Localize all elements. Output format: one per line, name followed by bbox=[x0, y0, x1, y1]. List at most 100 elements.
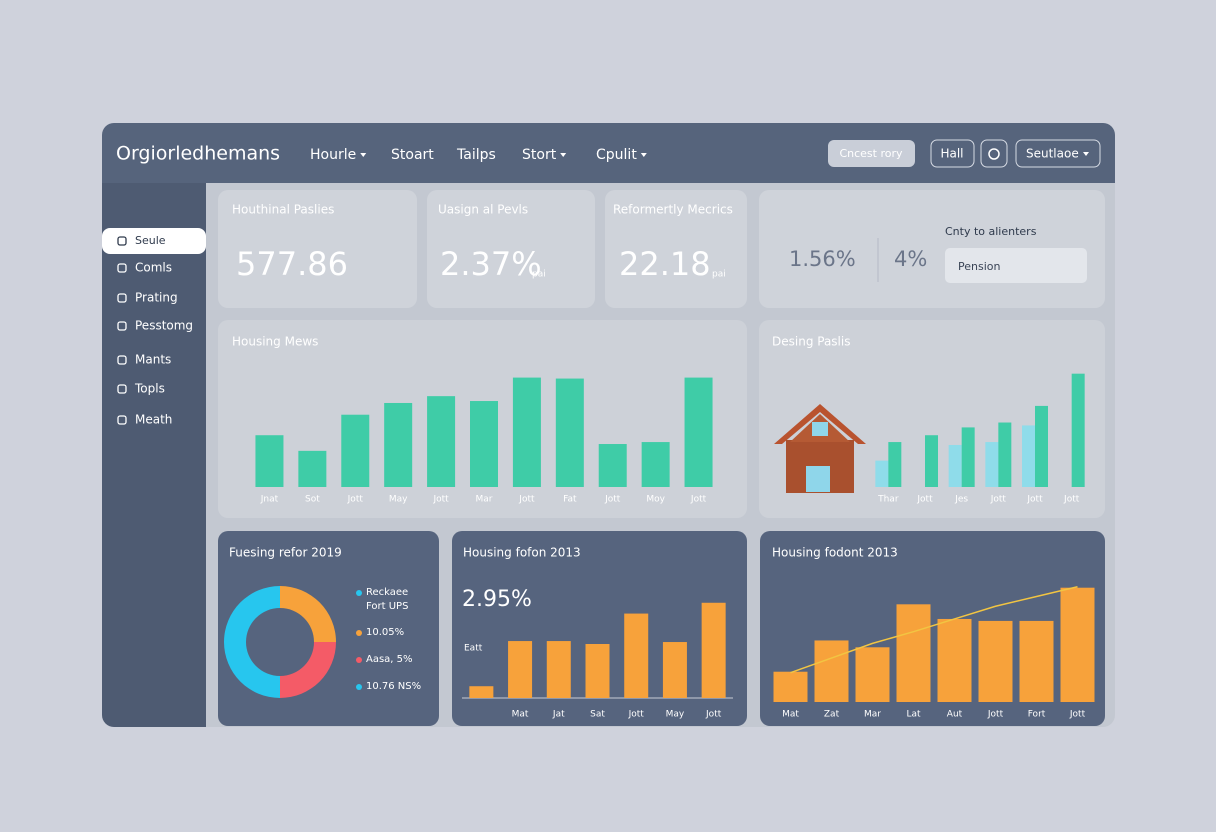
x-tick-label: Sot bbox=[305, 495, 320, 505]
chart-title: Fuesing refor 2019 bbox=[229, 546, 342, 560]
legend-entry: Aasa, 5% bbox=[366, 654, 413, 665]
x-tick-label: Lat bbox=[906, 710, 921, 720]
donut-segment bbox=[280, 642, 336, 698]
legend-swatch bbox=[356, 590, 362, 596]
kpi-title: Reformertly Mecrics bbox=[613, 203, 733, 217]
icon-button[interactable] bbox=[980, 139, 1008, 168]
kpi-value: 577.86 bbox=[236, 245, 348, 283]
kpi-unit: pai bbox=[712, 270, 726, 280]
button-label[interactable]: Hall bbox=[940, 147, 963, 161]
x-tick-label: Fort bbox=[1028, 710, 1046, 720]
legend-entry: 10.05% bbox=[366, 627, 405, 638]
bar bbox=[978, 620, 1013, 702]
summary-value: 1.56% bbox=[789, 247, 856, 271]
brand: Orgiorledhemans bbox=[116, 143, 280, 165]
button[interactable] bbox=[930, 139, 975, 168]
x-tick-label: Jes bbox=[954, 495, 968, 505]
summary-label: Cnty to alienters bbox=[945, 225, 1037, 238]
legend-label: 10.05% bbox=[366, 627, 405, 638]
bar bbox=[512, 377, 541, 487]
dropdown[interactable] bbox=[1015, 139, 1101, 168]
x-tick-label: May bbox=[666, 710, 685, 720]
legend-entry: 10.76 NS% bbox=[366, 681, 421, 692]
bar bbox=[925, 435, 938, 487]
dropdown-caret bbox=[640, 153, 647, 157]
sidebar-item[interactable]: Meath bbox=[135, 413, 172, 427]
bar bbox=[555, 378, 584, 487]
bar bbox=[888, 442, 902, 487]
house-icon bbox=[774, 404, 866, 493]
x-tick-label: Mat bbox=[512, 710, 529, 720]
x-tick-label: Moy bbox=[646, 495, 665, 505]
button[interactable] bbox=[828, 140, 915, 167]
legend-swatch bbox=[356, 684, 362, 690]
sidebar-item[interactable]: Mants bbox=[135, 353, 171, 367]
input-text[interactable]: Pension bbox=[958, 260, 1000, 273]
bar bbox=[948, 444, 962, 487]
donut-segment bbox=[280, 586, 336, 642]
sidebar-icon bbox=[117, 236, 127, 246]
sidebar-active[interactable] bbox=[102, 228, 206, 254]
x-tick-label: Jott bbox=[705, 710, 722, 720]
donut-segment bbox=[224, 642, 280, 698]
legend-label: Reckaee Fort UPS bbox=[366, 587, 409, 612]
x-tick-label: Mar bbox=[864, 710, 881, 720]
trend-line bbox=[790, 585, 1078, 674]
headline: 2.95% bbox=[462, 587, 532, 612]
bar bbox=[641, 442, 670, 487]
legend-label: Aasa, 5% bbox=[366, 654, 413, 665]
bar bbox=[1019, 620, 1054, 702]
x-tick-label: Jott bbox=[518, 495, 535, 505]
sidebar bbox=[102, 183, 206, 727]
nav-item[interactable]: Stoart bbox=[391, 147, 434, 163]
bar bbox=[508, 641, 533, 698]
summary-value: 4% bbox=[894, 247, 927, 271]
kpi-card bbox=[218, 190, 417, 308]
x-tick-label: Jott bbox=[628, 710, 645, 720]
legend-swatch bbox=[356, 657, 362, 663]
chart-title: Housing fofon 2013 bbox=[463, 546, 581, 560]
sidebar-icon bbox=[117, 355, 127, 365]
x-tick-label: Jott bbox=[1069, 710, 1086, 720]
sidebar-item[interactable]: Comls bbox=[135, 261, 172, 275]
sidebar-icon bbox=[117, 384, 127, 394]
bar bbox=[585, 644, 610, 698]
donut-segment bbox=[224, 586, 280, 642]
x-tick-label: Fat bbox=[563, 495, 577, 505]
sidebar-item[interactable]: Seule bbox=[135, 234, 166, 247]
nav-item[interactable]: Tailps bbox=[456, 147, 496, 163]
bar bbox=[341, 414, 370, 487]
bar bbox=[875, 460, 889, 487]
input-field[interactable] bbox=[945, 248, 1087, 283]
dropdown-caret bbox=[360, 153, 367, 157]
legend-swatch bbox=[356, 630, 362, 636]
bar bbox=[662, 642, 687, 698]
sidebar-item[interactable]: Prating bbox=[135, 291, 178, 305]
button-label[interactable]: Cncest rory bbox=[839, 147, 903, 160]
dropdown-caret bbox=[1083, 152, 1089, 156]
x-tick-label: Jott bbox=[990, 495, 1007, 505]
kpi-title: Uasign al Pevls bbox=[438, 203, 528, 217]
sidebar-item[interactable]: Topls bbox=[134, 382, 165, 396]
bar bbox=[961, 427, 975, 487]
sidebar-icon bbox=[117, 415, 127, 425]
sidebar-item[interactable]: Pesstomg bbox=[135, 319, 193, 333]
bar bbox=[937, 618, 972, 702]
legend-entry: Reckaee Fort UPS bbox=[366, 587, 409, 612]
bar bbox=[1060, 587, 1095, 702]
x-tick-label: Jat bbox=[552, 710, 565, 720]
bar bbox=[855, 647, 890, 702]
bar bbox=[470, 401, 498, 487]
kpi-value: 22.18 bbox=[619, 245, 711, 283]
bar bbox=[624, 613, 649, 698]
bar bbox=[814, 640, 849, 702]
x-tick-label: Aut bbox=[947, 710, 963, 720]
dropdown-label[interactable]: Seutlaoe bbox=[1026, 147, 1079, 161]
sidebar-icon bbox=[117, 293, 127, 303]
x-tick-label: Mar bbox=[476, 495, 493, 505]
nav-item[interactable]: Stort bbox=[522, 147, 557, 163]
bar bbox=[384, 402, 413, 487]
nav-item[interactable]: Cpulit bbox=[596, 147, 637, 163]
nav-item[interactable]: Hourle bbox=[310, 147, 356, 163]
